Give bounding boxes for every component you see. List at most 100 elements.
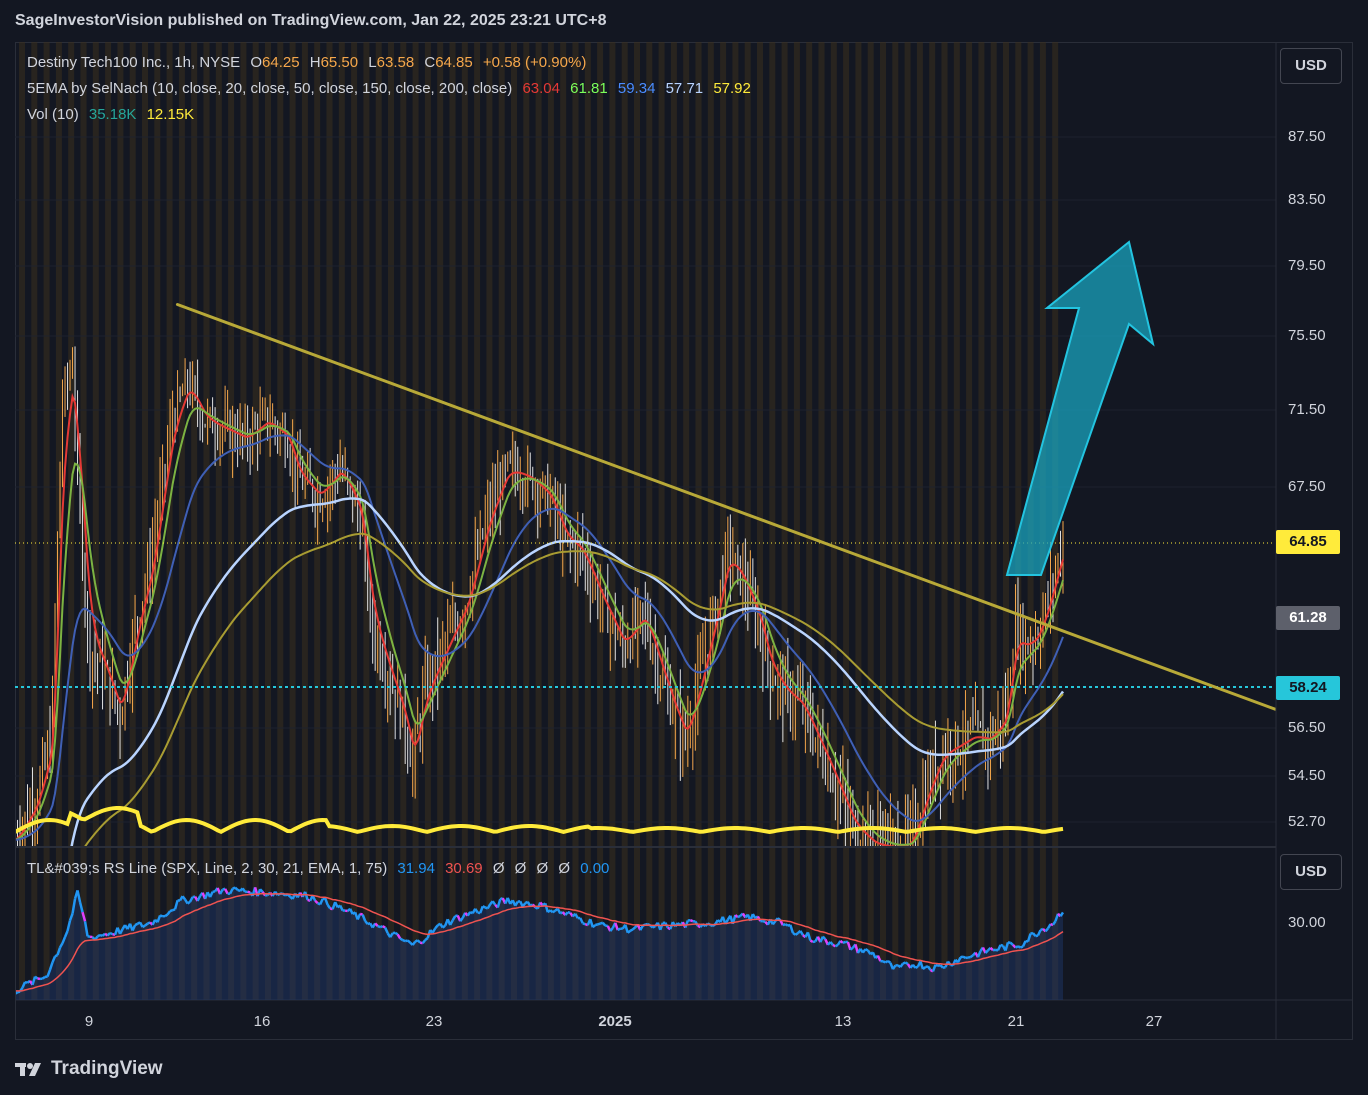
session-stripe <box>338 42 345 1000</box>
rs-segment <box>399 937 404 942</box>
session-stripe <box>388 42 394 1000</box>
session-stripe <box>191 42 198 1000</box>
open-value: 64.25 <box>262 54 300 71</box>
rs-segment <box>899 962 904 968</box>
rs-segment <box>771 920 777 926</box>
session-stripe <box>806 42 813 1000</box>
session-stripe <box>252 42 259 1000</box>
close-value: 64.85 <box>435 54 473 71</box>
rs-segment <box>627 929 632 934</box>
ema10-value: 63.04 <box>522 80 560 97</box>
rs-segment <box>996 944 1002 951</box>
rs-segment <box>762 919 766 924</box>
x-tick: 23 <box>425 1013 443 1030</box>
tradingview-logo[interactable]: TradingView <box>15 1058 163 1080</box>
rs-segment <box>159 914 164 918</box>
rs-segment <box>131 924 137 932</box>
rs-segment <box>902 961 906 965</box>
rs-segment <box>1046 923 1052 930</box>
rs-segment <box>984 949 989 954</box>
session-stripe <box>904 42 911 1000</box>
rs-segment <box>579 917 584 924</box>
rs-segment <box>196 895 202 902</box>
session-stripe <box>1003 42 1009 1000</box>
session-stripe <box>437 42 444 1000</box>
rs-segment <box>424 937 429 941</box>
ema-line <box>70 497 1065 846</box>
session-stripe <box>769 42 776 1000</box>
session-stripe <box>929 42 936 1000</box>
tradingview-logo-icon <box>15 1062 41 1076</box>
rs-segment <box>1032 932 1037 937</box>
rs-segment <box>54 953 59 958</box>
ema-line <box>16 434 1064 841</box>
volume-ma-value: 12.15K <box>146 106 195 123</box>
session-stripe <box>683 42 690 1000</box>
session-stripe <box>117 42 124 1000</box>
rs-segment <box>697 924 701 929</box>
rs-segment <box>339 904 344 912</box>
x-tick: 21 <box>1007 1013 1025 1030</box>
rs-segment <box>1051 920 1057 926</box>
rs-segment <box>864 948 869 952</box>
rs-ma-value: 30.69 <box>445 860 483 877</box>
rs-segment <box>617 927 621 932</box>
rs-legend[interactable]: TL&#039;s RS Line (SPX, Line, 2, 30, 21,… <box>27 860 615 877</box>
rs-segment <box>367 922 371 926</box>
ema-line <box>16 391 1064 846</box>
session-stripe <box>265 42 271 1000</box>
y-tick: 79.50 <box>1288 257 1326 274</box>
session-stripe <box>375 42 382 1000</box>
volume-legend[interactable]: Vol (10) 35.18K 12.15K <box>27 106 200 123</box>
rs-segment <box>181 895 187 901</box>
symbol-legend[interactable]: Destiny Tech100 Inc., 1h, NYSE O64.25 H6… <box>27 54 592 71</box>
rs-segment <box>81 911 87 922</box>
rs-segment <box>166 910 172 916</box>
session-stripe <box>535 42 542 1000</box>
ema-legend[interactable]: 5EMA by SelNach (10, close, 20, close, 5… <box>27 80 757 97</box>
rs-segment <box>832 943 836 948</box>
session-stripe <box>474 42 481 1000</box>
rs-segment <box>319 898 324 905</box>
rs-segment <box>76 890 82 903</box>
rs-currency-button[interactable]: USD <box>1280 854 1342 890</box>
rs-segment <box>96 933 101 938</box>
rs-segment <box>449 919 454 926</box>
session-stripe <box>781 42 788 1000</box>
session-stripe <box>757 42 763 1000</box>
rs-segment <box>846 941 852 951</box>
rs-segment <box>521 902 527 908</box>
rs-null-4: Ø <box>558 860 571 877</box>
rs-segment <box>63 930 69 938</box>
rs-segment <box>326 904 332 910</box>
rs-segment <box>78 901 84 913</box>
open-label: O <box>250 54 263 71</box>
session-stripe <box>129 42 136 1000</box>
low-label: L <box>368 54 377 71</box>
rs-segment <box>567 911 571 915</box>
session-stripe <box>92 42 99 1000</box>
session-stripe <box>978 42 985 1000</box>
rs-segment <box>614 922 619 931</box>
chart-canvas[interactable] <box>15 42 1353 1040</box>
rs-segment <box>962 955 967 960</box>
rs-segment <box>484 906 489 910</box>
rs-segment <box>379 925 384 929</box>
rs-segment <box>1030 931 1034 935</box>
session-stripe <box>744 42 751 1000</box>
rs-segment <box>1059 911 1065 917</box>
session-stripe <box>228 42 235 1000</box>
currency-button[interactable]: USD <box>1280 48 1342 84</box>
rs-segment <box>406 939 412 944</box>
rs-segment <box>222 887 226 891</box>
rs-segment <box>882 960 886 964</box>
rs-segment <box>629 928 634 932</box>
y-tick: 83.50 <box>1288 191 1326 208</box>
rs-segment <box>48 961 54 971</box>
rs-segment <box>51 955 57 963</box>
rs-segment <box>416 939 422 944</box>
session-stripe <box>461 42 468 1000</box>
rs-segment <box>303 891 309 901</box>
session-stripe <box>326 42 333 1000</box>
high-label: H <box>309 54 321 71</box>
